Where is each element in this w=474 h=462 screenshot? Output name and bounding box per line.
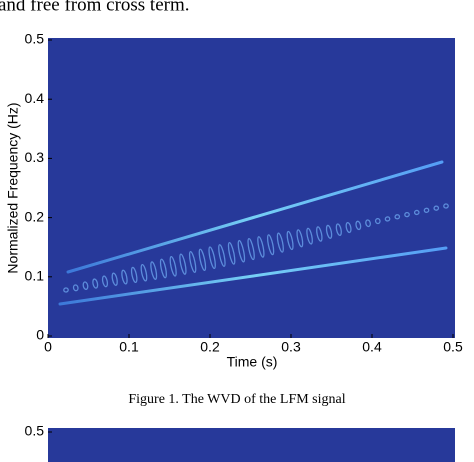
interference-fringe: [227, 241, 236, 265]
interference-fringe: [111, 272, 118, 286]
y-tick-label: 0.4: [25, 90, 45, 106]
interference-fringe: [335, 223, 342, 237]
interference-fringe: [208, 246, 216, 270]
plot-area: [48, 428, 455, 462]
y-tick-label: 0.5: [25, 423, 45, 439]
interference-fringe: [413, 209, 420, 216]
y-tick-label: 0: [36, 327, 44, 343]
y-tick-label: 0.3: [25, 149, 45, 165]
interference-fringe: [306, 227, 313, 245]
interference-fringe: [365, 219, 371, 228]
x-tick-label: 0.5: [443, 339, 463, 355]
y-tick-label: 0.1: [25, 268, 45, 284]
interference-fringe: [140, 264, 148, 282]
paragraph: and free from cross term.: [0, 0, 190, 15]
interference-fringe: [443, 203, 449, 209]
interference-fringe: [257, 236, 265, 258]
y-tick-label: 0.5: [25, 31, 45, 47]
interference-fringe: [266, 234, 275, 256]
interference-fringe: [169, 255, 177, 277]
interference-fringe: [159, 258, 167, 279]
interference-fringe: [92, 278, 99, 289]
x-tick-label: 0.3: [281, 339, 301, 355]
x-tick-label: 0.4: [362, 339, 382, 355]
interference-fringe: [345, 221, 352, 234]
interference-fringe: [130, 266, 138, 284]
interference-fringe: [218, 244, 226, 267]
plot-area: [48, 38, 455, 338]
interference-fringe: [384, 216, 391, 222]
interference-fringe: [179, 253, 187, 275]
interference-fringe: [286, 230, 294, 251]
wvd-pattern: [58, 160, 449, 306]
interference-fringe: [198, 248, 207, 272]
interference-fringe: [237, 239, 246, 263]
x-tick-label: 0: [44, 339, 52, 355]
interference-fringe: [433, 205, 440, 211]
interference-fringe: [150, 261, 158, 280]
figure: 0.5: [25, 423, 455, 462]
interference-fringe: [355, 220, 362, 231]
interference-fringe: [63, 287, 69, 293]
interference-fringe: [316, 226, 323, 242]
y-axis-label: Normalized Frequency (Hz): [5, 102, 21, 273]
interference-fringe: [404, 211, 410, 218]
x-axis-label: Time (s): [227, 354, 278, 370]
interference-fringe: [325, 224, 333, 239]
interference-fringe: [296, 229, 304, 248]
interference-fringe: [121, 269, 128, 285]
interference-fringe: [394, 214, 401, 220]
interference-fringe: [247, 237, 255, 261]
y-tick-label: 0.2: [25, 208, 45, 224]
interference-fringe: [276, 232, 284, 253]
interference-fringe: [374, 218, 381, 225]
caption: Figure 1. The WVD of the LFM signal: [128, 392, 345, 407]
interference-fringe: [423, 207, 430, 213]
interference-fringe: [188, 251, 197, 273]
interference-fringe: [101, 275, 109, 288]
interference-fringe: [82, 281, 89, 291]
x-tick-label: 0.2: [200, 339, 220, 355]
interference-fringe: [72, 284, 79, 292]
figure: 0 0.1 0.2 0.3 0.4 0.5 0 0.1 0.2 0.3 0.4 0.5 Time (s)…: [5, 31, 463, 370]
x-tick-label: 0.1: [119, 339, 139, 355]
